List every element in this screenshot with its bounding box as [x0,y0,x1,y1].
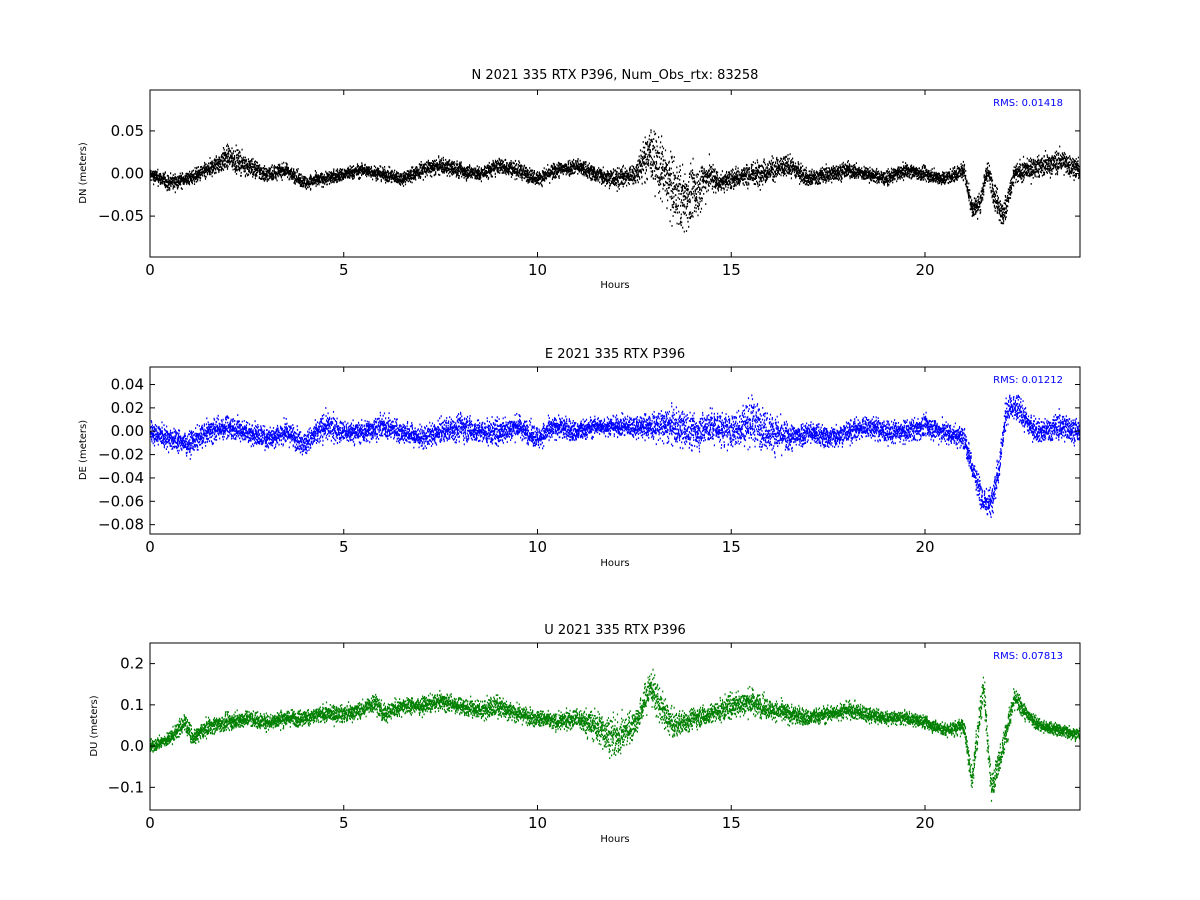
panel-east: E 2021 335 RTX P396 0 5 10 15 20 0.040.020.0… [78,347,1081,569]
chart-title-up: U 2021 335 RTX P396 [544,623,686,638]
x-tick-label-east: 20 [915,538,934,556]
x-tick-label-up: 20 [915,814,934,832]
y-tick-label-east: −0.06 [98,492,144,510]
y-ticks-east: 0.04 0.02 0.00 −0.02 −0.04 −0.06 −0.08 [98,376,1080,534]
x-tick-label-north: 10 [528,261,547,279]
x-tick-label-east: 0 [145,538,155,556]
x-tick-label-north: 20 [915,261,934,279]
chart-title-east: E 2021 335 RTX P396 [545,347,685,362]
x-tick-label-east: 15 [722,538,741,556]
axes-frame-east [149,366,1081,535]
y-tick-label-up: 0.1 [120,696,144,714]
rms-label-up: RMS: 0.07813 [993,651,1063,662]
rms-label-east: RMS: 0.01212 [993,375,1063,386]
x-tick-label-up: 15 [722,814,741,832]
y-tick-label-east: −0.08 [98,516,144,534]
x-tick-label-east: 5 [339,538,349,556]
y-tick-label-north: −0.05 [98,207,144,225]
x-axis-label-east: Hours [600,558,629,569]
y-axis-label-north: DN (meters) [78,142,89,204]
panel-north: N 2021 335 RTX P396, Num_Obs_rtx: 83258 … [78,68,1081,291]
x-tick-label-north: 0 [145,261,155,279]
y-tick-label-east: 0.04 [111,376,144,394]
x-ticks-east: 0 5 10 15 20 [145,367,935,556]
y-tick-label-up: −0.1 [108,778,144,796]
axes-frame-up [149,642,1081,811]
y-ticks-up: 0.2 0.1 0.0 −0.1 [108,655,1080,796]
y-tick-label-east: 0.00 [111,422,144,440]
x-tick-label-east: 10 [528,538,547,556]
x-axis-label-up: Hours [600,834,629,845]
x-tick-label-north: 5 [339,261,349,279]
x-tick-label-north: 15 [722,261,741,279]
x-axis-label-north: Hours [600,280,629,291]
y-tick-label-east: 0.02 [111,399,144,417]
chart-title-north: N 2021 335 RTX P396, Num_Obs_rtx: 83258 [472,68,759,83]
x-ticks-up: 0 5 10 15 20 [145,643,935,832]
y-tick-label-up: 0.0 [120,737,144,755]
rms-label-north: RMS: 0.01418 [993,98,1063,109]
x-tick-label-up: 0 [145,814,155,832]
y-tick-label-north: 0.05 [111,122,144,140]
x-ticks-north: 0 5 10 15 20 [145,90,935,279]
y-axis-label-east: DE (meters) [78,420,89,480]
y-tick-label-east: −0.04 [98,469,144,487]
y-tick-label-east: −0.02 [98,446,144,464]
x-tick-label-up: 10 [528,814,547,832]
y-ticks-north: 0.05 0.00 −0.05 [98,122,1080,225]
y-tick-label-up: 0.2 [120,655,144,673]
y-tick-label-north: 0.00 [111,165,144,183]
panel-up: U 2021 335 RTX P396 0 5 10 15 20 0.2 0.1 0.0 −0… [89,623,1081,845]
y-axis-label-up: DU (meters) [89,695,100,756]
x-tick-label-up: 5 [339,814,349,832]
